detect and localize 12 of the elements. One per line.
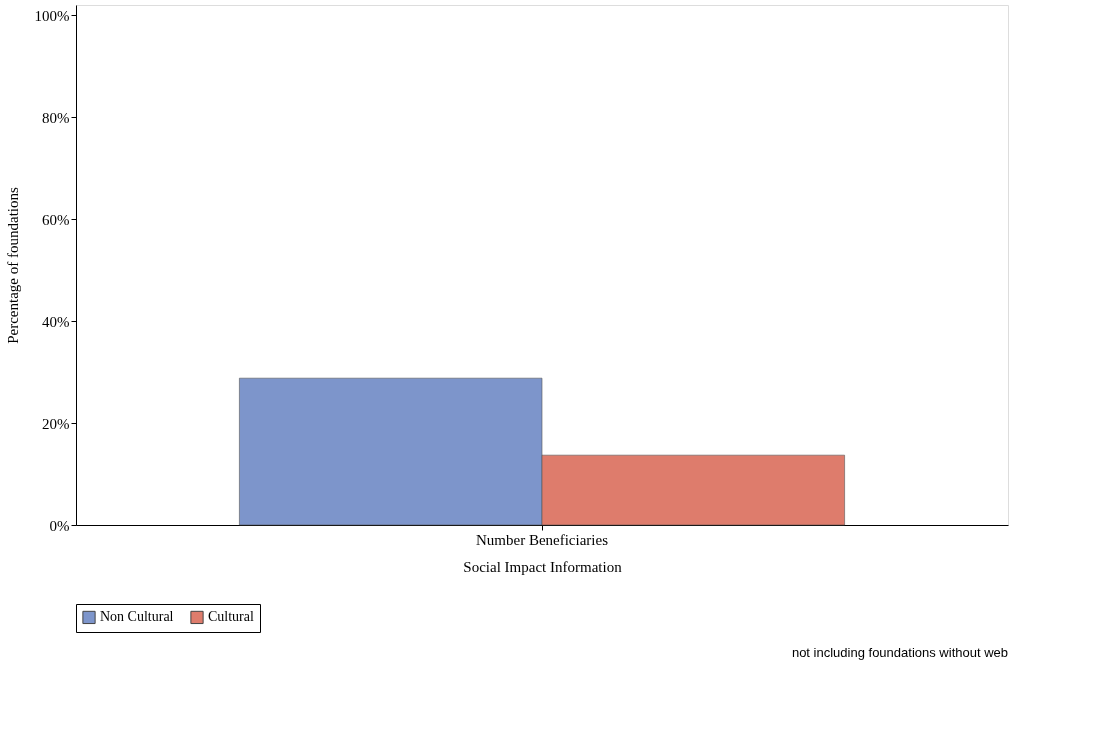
text: not including foundations without web [791, 644, 1008, 660]
y-tick-label: 40% [42, 313, 70, 330]
x-tick-label: Number Beneficiaries [475, 531, 609, 548]
legend-label: Cultural [208, 609, 254, 625]
legend-label: Non Cultural [100, 609, 174, 625]
y-axis-title: Percentage of foundations [4, 187, 21, 344]
x-axis-title: Social Impact Information [463, 558, 623, 575]
y-tick-label: 0% [49, 517, 70, 534]
y-tick-label: 80% [42, 109, 70, 126]
y-tick-label: 100% [34, 7, 70, 24]
y-tick-label: 20% [42, 415, 70, 432]
y-tick-label: 60% [42, 211, 70, 228]
